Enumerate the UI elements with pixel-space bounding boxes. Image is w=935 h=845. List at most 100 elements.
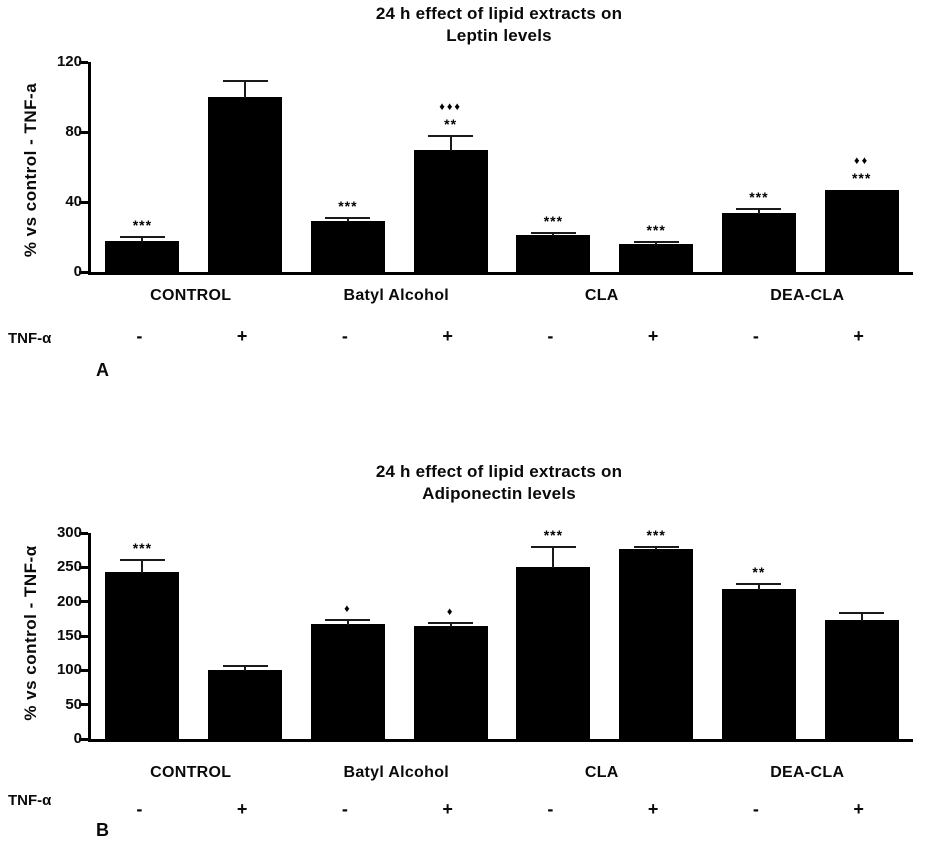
bars-layer: *** ♦ ♦ *** *** ** (91, 527, 913, 739)
chart-title: 24 h effect of lipid extracts on Leptin … (88, 3, 910, 47)
group-labels-row: CONTROL Batyl Alcohol CLA DEA-CLA (88, 287, 910, 305)
significance-stars: *** (646, 222, 666, 239)
error-bar-stem (860, 614, 863, 621)
significance-stars: *** (543, 527, 564, 544)
tnf-sign: - (341, 799, 348, 819)
y-tick-label: 250 (56, 558, 82, 576)
y-tick (79, 60, 88, 64)
bar (208, 670, 283, 739)
bar-slot: ♦ (297, 533, 400, 739)
error-bar (633, 546, 679, 551)
tnf-sign: + (442, 326, 453, 346)
bar (619, 244, 694, 272)
tnf-sign: + (647, 326, 659, 346)
panel-letter: B (96, 820, 109, 840)
plot-area: 0 40 80 120 *** *** ** ♦♦♦ *** *** *** *** ♦♦ (57, 53, 913, 280)
tnf-sign: + (236, 799, 248, 819)
y-tick (79, 531, 88, 535)
y-tick (79, 634, 88, 638)
significance-stars: *** (132, 540, 153, 557)
bar (619, 549, 694, 739)
group-labels-row: CONTROL Batyl Alcohol CLA DEA-CLA (88, 764, 910, 782)
y-tick-label: 100 (56, 661, 82, 679)
bar-slot: *** (297, 62, 400, 272)
error-bar-stem (655, 548, 658, 551)
bar (310, 221, 385, 272)
y-tick-label: 0 (73, 263, 82, 280)
error-bar-stem (449, 136, 452, 151)
y-tick (79, 737, 88, 741)
bar (721, 588, 796, 739)
tnf-sign: + (647, 799, 659, 819)
significance-stars: *** (851, 169, 872, 186)
error-bar-stem (141, 561, 144, 574)
significance-stars: ** (752, 563, 766, 580)
error-bar-stem (655, 243, 658, 245)
tnf-row-label: TNF-α (8, 792, 52, 809)
bar-slot: *** (605, 62, 708, 272)
y-tick (79, 200, 88, 204)
error-bar-stem (244, 667, 247, 672)
y-axis-ticks: 0 40 80 120 (57, 53, 913, 280)
tnf-sign: + (236, 326, 248, 346)
group-label: Batyl Alcohol (343, 287, 450, 304)
y-tick (79, 270, 88, 274)
chart-title-line1: 24 h effect of lipid extracts on (375, 462, 623, 481)
y-tick-label: 200 (56, 592, 82, 610)
bar (105, 572, 180, 739)
tnf-sign: - (341, 326, 348, 346)
bar (516, 235, 591, 272)
y-tick-label: 150 (56, 627, 82, 644)
significance-diamonds: ♦ (446, 605, 455, 618)
bar (516, 566, 591, 739)
plot-area: 0 50 100 150 200 250 300 *** ♦ ♦ *** *** ** (57, 524, 913, 747)
y-axis-ticks: 0 50 100 150 200 250 300 (57, 524, 913, 747)
group-label: CONTROL (150, 764, 232, 781)
error-bar (736, 208, 782, 214)
tnf-sign: - (136, 326, 143, 346)
panel-letter: A (96, 360, 109, 380)
bar-slot: *** (605, 527, 708, 739)
y-tick-label: 40 (65, 193, 82, 210)
significance-diamonds: ♦♦ (854, 154, 870, 167)
error-bar-stem (449, 623, 452, 628)
tnf-signs-row: - + - + - + - + (88, 326, 910, 347)
significance-stars: *** (338, 197, 358, 214)
y-tick (79, 130, 88, 134)
error-bar (222, 665, 268, 672)
error-bar (222, 80, 268, 98)
tnf-sign: + (853, 326, 864, 346)
group-label: DEA-CLA (770, 287, 845, 304)
y-tick-label: 300 (56, 524, 82, 541)
error-bar-stem (244, 82, 247, 98)
error-bar (530, 546, 576, 568)
bar-slot: *** (708, 62, 811, 272)
significance-stars: *** (646, 527, 666, 544)
error-bar (325, 216, 371, 223)
error-bar-stem (346, 620, 349, 626)
error-bar (119, 236, 165, 242)
group-label: CLA (584, 287, 619, 304)
tnf-sign: - (547, 326, 554, 346)
bars-layer: *** *** ** ♦♦♦ *** *** *** *** ♦♦ (91, 62, 913, 272)
significance-stars: *** (132, 217, 153, 233)
error-bar-stem (346, 218, 349, 223)
group-label: CONTROL (150, 287, 232, 304)
error-bar (633, 241, 679, 245)
bar-slot: *** (91, 62, 194, 272)
bar-slot: ** (708, 533, 811, 739)
y-tick (79, 600, 88, 604)
error-bar-stem (757, 584, 760, 590)
error-bar (839, 612, 885, 621)
bar-slot: *** ♦♦ (810, 62, 913, 272)
chart-title-line2: Adiponectin levels (422, 484, 576, 503)
significance-stars: *** (749, 189, 769, 205)
bar-slot: *** (502, 62, 605, 272)
bar-slot: ** ♦♦♦ (399, 62, 502, 272)
bar (824, 619, 899, 739)
bar-slot (194, 533, 297, 739)
error-bar-stem (552, 548, 555, 568)
y-tick-label: 120 (56, 53, 82, 70)
y-tick-label: 80 (65, 123, 82, 140)
